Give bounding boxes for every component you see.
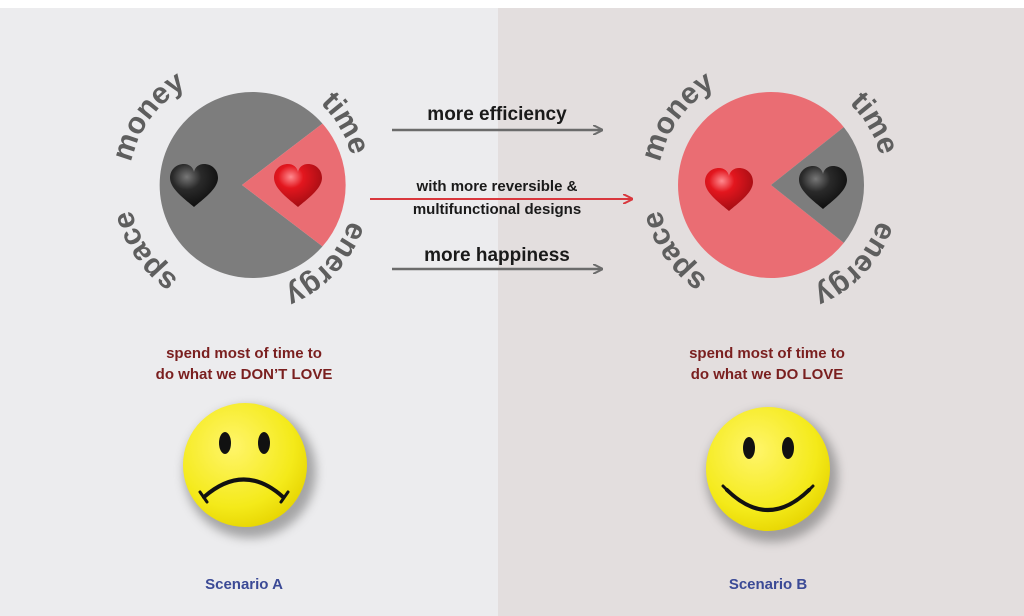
arrow-label-multifunctional: multifunctional designs	[412, 201, 582, 218]
scenario-a-wheel	[159, 91, 346, 278]
sad-face-icon	[183, 403, 316, 538]
happy-face-icon	[706, 407, 838, 542]
scenario-b-wheel	[678, 92, 865, 279]
scenario-a-caption-line2: do what we DON’T LOVE	[155, 366, 333, 383]
wheel-b-red-sector	[678, 92, 844, 279]
scenario-b-caption-line1: spend most of time to	[689, 345, 845, 362]
scenario-a-caption: spend most of time to do what we DON’T L…	[94, 343, 394, 385]
scenario-b-caption: spend most of time to do what we DO LOVE	[617, 343, 917, 385]
wheel-a-gray-sector	[159, 91, 323, 278]
arrow-label-happiness: more happiness	[424, 245, 570, 266]
scenario-b-label: Scenario B	[728, 576, 808, 593]
scenario-b-caption-line2: do what we DO LOVE	[690, 366, 844, 383]
arrow-label-reversible: with more reversible &	[416, 178, 578, 195]
arrow-label-efficiency: more efficiency	[427, 104, 567, 125]
scenario-a-label: Scenario A	[205, 576, 283, 593]
scenario-a-caption-line1: spend most of time to	[166, 345, 322, 362]
